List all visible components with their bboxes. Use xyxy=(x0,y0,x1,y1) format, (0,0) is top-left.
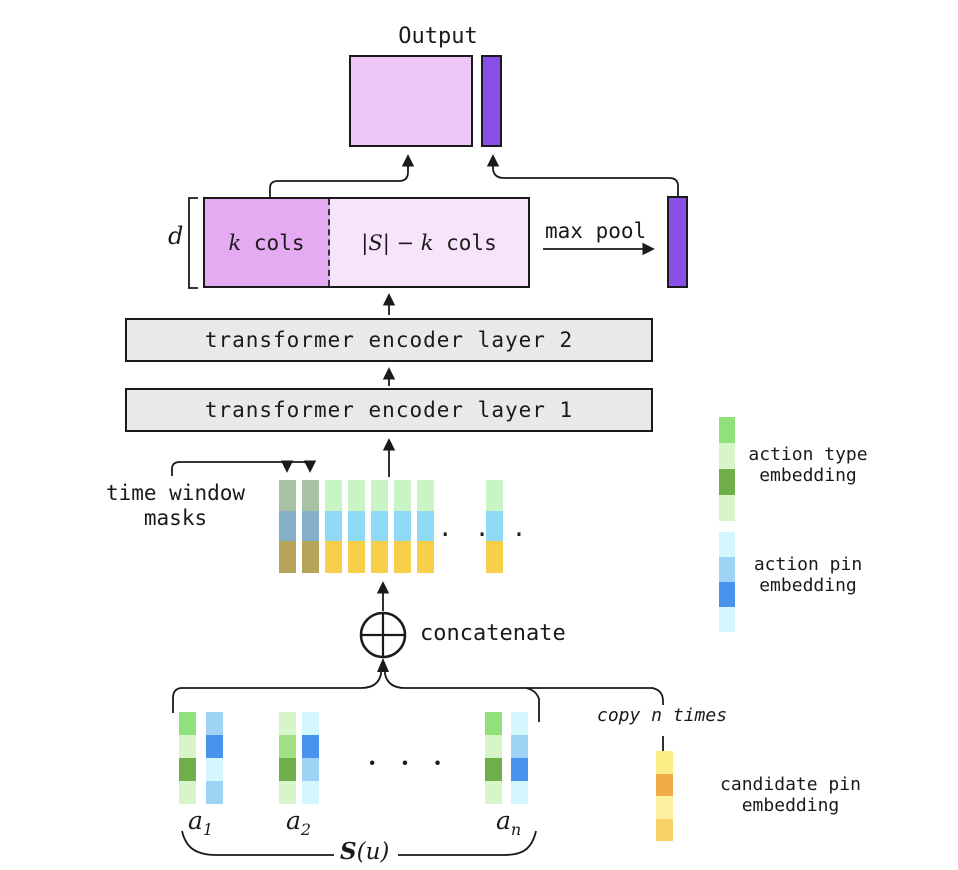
concat-column xyxy=(394,480,411,573)
max-pool-label: max pool xyxy=(545,219,647,243)
k-cols-math: k xyxy=(228,230,242,255)
sequence-ellipsis: · · · xyxy=(368,748,450,777)
max-pool-bar xyxy=(667,196,688,288)
an-label: an xyxy=(496,806,522,839)
set-label: S(u) xyxy=(340,838,390,865)
middle-ellipsis: . . . xyxy=(438,514,531,542)
funnel-right xyxy=(384,670,653,689)
output-pooled-bar xyxy=(481,55,502,147)
d-dimension-label: d xyxy=(168,222,184,250)
action-type-column-an xyxy=(485,712,502,804)
encoder-layer-1-box: transformer encoder layer 1 xyxy=(125,388,653,432)
funnel-left xyxy=(181,670,382,689)
k-cols-text: cols xyxy=(241,230,305,255)
encoder-layer-1-label: transformer encoder layer 1 xyxy=(204,398,574,422)
masked-column xyxy=(279,480,296,573)
legend-action-pin-label: action pin embedding xyxy=(753,554,863,596)
arrow-kcols-to-output xyxy=(269,154,415,197)
d-bracket xyxy=(188,197,198,289)
concat-column xyxy=(371,480,388,573)
legend-action-pin-column xyxy=(719,532,735,632)
action-type-column-a2 xyxy=(279,712,296,804)
a2-label: a2 xyxy=(286,806,312,839)
funnel-copy-hook xyxy=(651,687,664,705)
legend-action-type-column xyxy=(719,417,735,521)
encoder-layer-2-label: transformer encoder layer 2 xyxy=(204,328,574,352)
sk-cols-text: cols xyxy=(433,230,497,255)
mask-bracket xyxy=(171,460,317,476)
time-window-masks-label: time window masks xyxy=(105,481,246,530)
encoder-layer-2-box: transformer encoder layer 2 xyxy=(125,318,653,362)
k-cols-region: k cols xyxy=(205,199,330,286)
concat-column xyxy=(325,480,342,573)
candidate-pin-column xyxy=(656,751,673,841)
funnel-left-hook xyxy=(172,687,182,713)
funnel-seq-stub xyxy=(525,687,540,722)
legend-candidate-pin-label: candidate pin embedding xyxy=(720,774,861,816)
output-matrix xyxy=(349,55,473,147)
set-brace-left xyxy=(181,830,334,856)
arrow-pool-to-output-bar xyxy=(486,154,679,196)
pooled-matrix: k cols |S| − k cols xyxy=(203,197,530,288)
copy-n-times-label: copy n times xyxy=(597,705,728,726)
set-brace-right xyxy=(398,830,537,856)
concat-column xyxy=(417,480,434,573)
action-type-column-a1 xyxy=(179,712,196,804)
output-label: Output xyxy=(398,24,478,49)
funnel-arrowhead xyxy=(377,658,389,672)
legend-action-type-label: action type embedding xyxy=(748,444,868,486)
a1-label: a1 xyxy=(188,806,214,839)
sk-cols-region: |S| − k cols xyxy=(330,199,528,286)
concat-column xyxy=(348,480,365,573)
action-pin-column-a1 xyxy=(206,712,223,804)
concatenate-label: concatenate xyxy=(420,621,566,646)
masked-column xyxy=(302,480,319,573)
concat-column xyxy=(486,480,503,573)
action-pin-column-an xyxy=(511,712,528,804)
sk-cols-math: |S| − k xyxy=(361,230,434,255)
action-pin-column-a2 xyxy=(302,712,319,804)
